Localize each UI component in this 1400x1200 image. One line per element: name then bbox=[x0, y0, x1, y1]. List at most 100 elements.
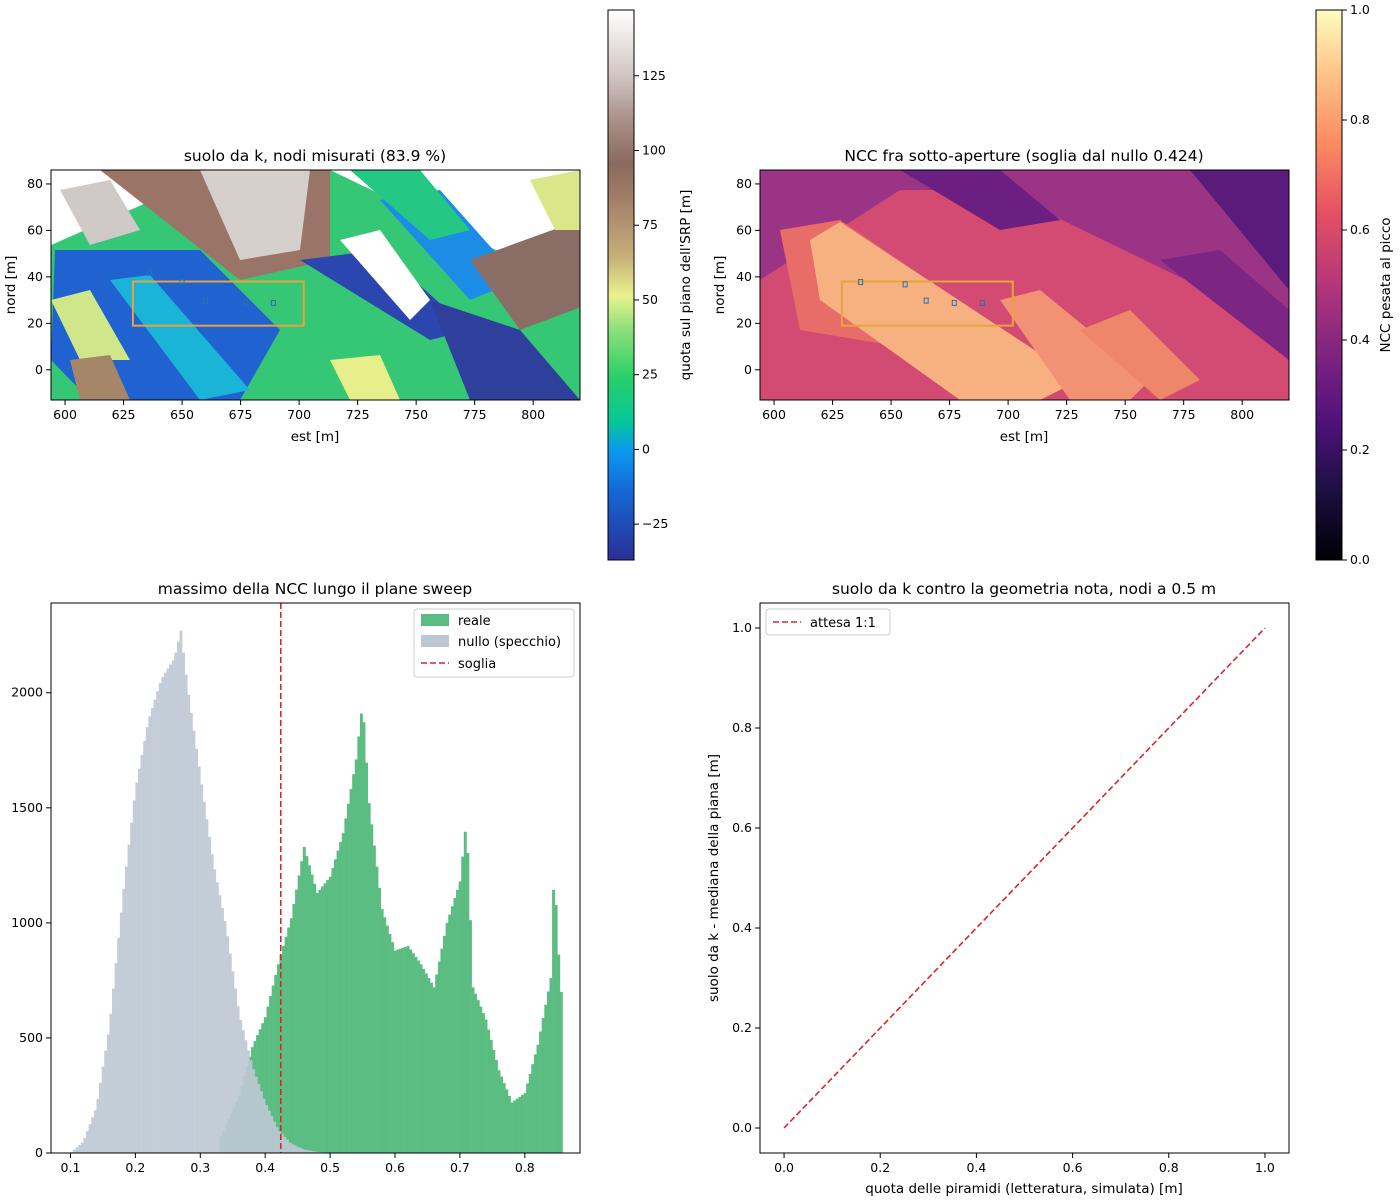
y-tick-label: 0.2 bbox=[732, 1020, 752, 1035]
x-tick-label: 0.7 bbox=[450, 1160, 470, 1175]
histogram-bar bbox=[182, 652, 186, 1153]
histogram-bar bbox=[231, 971, 235, 1153]
histogram-bar bbox=[487, 1029, 491, 1153]
histogram-bar bbox=[293, 1145, 297, 1153]
x-axis-label: quota delle piramidi (letteratura, simul… bbox=[865, 1181, 1183, 1197]
histogram-bar bbox=[161, 676, 165, 1153]
pyramid-markers bbox=[146, 269, 276, 306]
x-tick-label: 675 bbox=[938, 407, 962, 422]
y-tick-label: 1500 bbox=[11, 800, 43, 815]
legend: attesa 1:1 bbox=[765, 608, 891, 636]
histogram-bar bbox=[135, 782, 139, 1153]
expected-line bbox=[783, 627, 1266, 1129]
pyramid-marker bbox=[979, 299, 985, 306]
pyramid-markers bbox=[858, 279, 985, 306]
histogram-bar bbox=[388, 933, 392, 1153]
colorbar-tick-label: 25 bbox=[642, 367, 658, 382]
ground-height-map bbox=[51, 170, 580, 400]
histogram-bar bbox=[559, 991, 563, 1153]
x-tick-label: 0.4 bbox=[255, 1160, 275, 1175]
pyramid-marker bbox=[202, 297, 208, 304]
histogram-bar bbox=[515, 1098, 519, 1153]
histogram-bar bbox=[304, 1149, 308, 1153]
x-tick-label: 625 bbox=[112, 407, 136, 422]
panel-c-frame bbox=[50, 602, 581, 1154]
histogram-bar bbox=[269, 996, 272, 1153]
histogram-bar bbox=[359, 713, 363, 1153]
histogram-bar bbox=[280, 1134, 284, 1153]
histogram-bar bbox=[385, 925, 389, 1153]
histogram-bar bbox=[502, 1083, 506, 1153]
histogram-bar bbox=[443, 935, 446, 1153]
histogram-bar bbox=[298, 1147, 302, 1153]
x-tick-label: 600 bbox=[53, 407, 77, 422]
y-tick-label: 80 bbox=[27, 176, 43, 191]
histogram-bar bbox=[137, 768, 141, 1153]
panel-a-frame bbox=[50, 169, 581, 401]
y-tick-label: 80 bbox=[736, 176, 752, 191]
histogram-bar bbox=[75, 1147, 79, 1153]
histogram-bar bbox=[184, 674, 188, 1153]
histogram-bar bbox=[226, 936, 230, 1153]
histogram-bar bbox=[365, 762, 369, 1153]
legend-swatch-nullo bbox=[421, 635, 449, 647]
pyramid-marker bbox=[179, 279, 185, 286]
histogram-bar bbox=[236, 1006, 240, 1153]
panel-d-title: suolo da k contro la geometria nota, nod… bbox=[832, 580, 1216, 598]
histogram-bar bbox=[187, 694, 191, 1153]
colorbar-label: NCC pesata al picco bbox=[1378, 217, 1394, 352]
histogram-bar bbox=[396, 949, 400, 1153]
colorbar-tick-label: 75 bbox=[642, 217, 658, 232]
x-tick-label: 650 bbox=[170, 407, 194, 422]
histogram-bar bbox=[257, 1083, 261, 1153]
histogram-bar bbox=[314, 1151, 318, 1153]
histogram-bar bbox=[104, 1050, 108, 1153]
histogram-bar bbox=[406, 945, 410, 1153]
histogram-bar bbox=[531, 1064, 535, 1153]
histogram-bar bbox=[148, 716, 152, 1153]
panel-d-frame bbox=[759, 602, 1290, 1154]
histogram-bar bbox=[218, 895, 222, 1153]
colorbar-tick-label: 0.6 bbox=[1350, 222, 1370, 237]
x-tick-label: 0.3 bbox=[190, 1160, 210, 1175]
histogram-bar bbox=[272, 1121, 276, 1153]
histogram-bar bbox=[448, 914, 452, 1153]
x-tick-label: 625 bbox=[821, 407, 845, 422]
panel-geometry: suolo da k contro la geometria nota, nod… bbox=[706, 580, 1290, 1197]
y-tick-label: 40 bbox=[736, 269, 752, 284]
histogram-bar bbox=[461, 856, 465, 1153]
y-tick-label: 0.6 bbox=[732, 820, 752, 835]
histogram-bar bbox=[189, 712, 193, 1153]
y-tick-label: 0.8 bbox=[732, 720, 752, 735]
panel-b-frame bbox=[759, 169, 1290, 401]
histogram-bar bbox=[393, 950, 397, 1153]
histogram-bar bbox=[341, 833, 345, 1153]
x-tick-label: 775 bbox=[463, 407, 487, 422]
x-tick-label: 0.8 bbox=[515, 1160, 535, 1175]
histogram-bar bbox=[505, 1089, 509, 1153]
histogram-bar bbox=[306, 1150, 310, 1153]
histogram-bar bbox=[239, 1019, 243, 1153]
x-tick-label: 750 bbox=[1113, 407, 1137, 422]
x-axis-label: est [m] bbox=[1000, 429, 1049, 445]
x-ticks: 600 625 650 675 700 725 750 775 800 bbox=[762, 400, 1254, 422]
histogram-bar bbox=[528, 1073, 532, 1153]
histogram-bar bbox=[552, 889, 555, 1153]
histogram-bar bbox=[476, 1000, 480, 1153]
histogram-bar bbox=[288, 1142, 292, 1153]
histogram-bar bbox=[549, 978, 553, 1153]
histogram-bar bbox=[158, 683, 162, 1153]
histogram-bar bbox=[471, 987, 475, 1153]
roi-box bbox=[840, 280, 1014, 327]
x-tick-label: 725 bbox=[346, 407, 370, 422]
histogram-bar bbox=[296, 1146, 300, 1153]
histogram-bar bbox=[554, 904, 558, 1153]
histogram-bar bbox=[86, 1131, 89, 1153]
histogram-bar bbox=[70, 1151, 74, 1153]
pyramid-marker bbox=[923, 297, 929, 304]
histogram-bar bbox=[130, 822, 134, 1153]
histogram-bar bbox=[163, 672, 167, 1153]
histogram-bar bbox=[171, 660, 175, 1153]
histogram-bar bbox=[523, 1093, 527, 1153]
histogram-bar bbox=[140, 754, 144, 1153]
